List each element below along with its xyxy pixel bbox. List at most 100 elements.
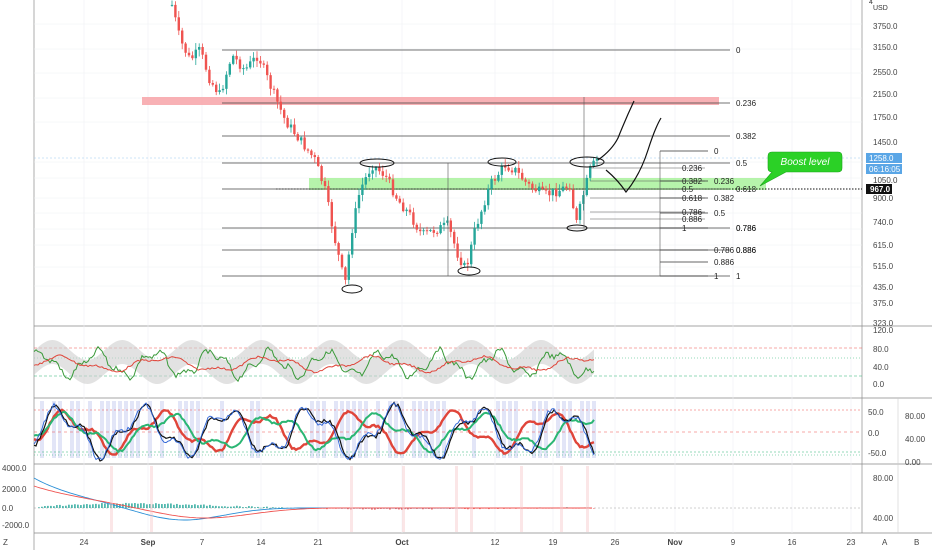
macd-histogram-bar [62,505,64,508]
background-bar [376,401,380,458]
crosshair-price: 967.0 [870,185,891,194]
stoch-rsi-pane [33,340,862,384]
pane2-tick-label: -50.0 [868,449,887,458]
background-bar [250,401,254,458]
background-bar [184,401,188,458]
macd-histogram-bar [233,506,235,508]
macd-histogram-bar [365,508,367,509]
zoom-icon[interactable]: Z [3,538,8,547]
scale-multiplier: 4 [869,0,873,6]
macd-histogram-bar [407,508,409,510]
settings-button[interactable]: B [914,538,919,547]
ellipse-annotation[interactable] [569,156,605,168]
background-bar [190,401,194,458]
ellipse-annotation[interactable] [487,157,517,167]
background-bar [310,401,314,458]
background-bar [52,401,56,458]
candle-body [510,170,514,173]
macd-histogram-bar [119,504,121,508]
macd-histogram-bar [80,505,82,508]
pane3-tick-label: 2000.0 [2,485,27,494]
macd-histogram-bar [263,506,265,508]
candle-body [442,222,446,226]
candle-body [531,183,534,189]
macd-histogram-bar [224,506,226,508]
macd-histogram-bar [59,504,61,508]
rsi-signal-line [33,354,595,374]
macd-histogram-bar [113,503,115,508]
macd-histogram-bar [110,503,112,508]
macd-histogram-bar [101,503,103,508]
candle-body [381,171,384,176]
candle-body [378,167,381,172]
macd-histogram-bar [197,505,199,508]
candle-body [184,43,187,53]
candle-body [398,198,401,203]
fib-small-label: 0.5 [714,209,726,218]
boost-level-callout[interactable]: Boost level [759,151,843,187]
candle-body [463,262,466,266]
price-axis[interactable]: 3750.03150.02550.02150.01750.01450.01050… [2,22,926,530]
candle-body [351,233,354,255]
candle-body [561,186,565,191]
ellipse-annotation[interactable] [359,158,395,168]
resistance-zone[interactable] [142,97,719,105]
price-tick-label: 435.0 [873,283,894,292]
candle-body [313,155,316,158]
projection-curve-1[interactable] [597,100,635,161]
macd-histogram-bar [410,508,412,509]
macd-histogram-bar [155,503,157,508]
candle-body [289,124,293,128]
background-bar [514,401,518,458]
candle-body [453,231,456,244]
macd-histogram-bar [275,507,277,509]
ellipse-annotation[interactable] [457,266,481,276]
fib-label: 0 [736,46,741,55]
fib-small-label: 0.886 [736,246,757,255]
fib-small-label: 0.786 [714,246,735,255]
candle-body [589,166,592,178]
candle-body [487,188,490,206]
time-axis[interactable]: 24 Sep 7 14 21 Oct 12 19 26 Nov 9 16 23 [80,538,856,547]
price-tick-label: 515.0 [873,262,894,271]
macd-histogram-bar [209,504,211,508]
pane1-tick-label: 80.0 [873,345,889,354]
ellipse-annotation[interactable] [566,224,588,232]
time-tick-label: 26 [611,538,620,547]
auto-scale-button[interactable]: A [882,538,888,547]
macd-histogram-bar [212,505,214,508]
fib-label: 0.5 [736,159,748,168]
background-bar [112,401,116,458]
candle-body [582,195,585,204]
macd-histogram-bar [266,506,268,508]
candle-body [232,55,235,64]
ellipse-annotation[interactable] [341,284,363,294]
macd-histogram-bar [50,505,52,508]
fib-small-label: 0.886 [714,258,735,267]
background-bar [196,401,200,458]
macd-histogram-bar [404,508,406,510]
price-tick-label: 1750.0 [873,113,898,122]
macd-histogram-bar [227,506,229,508]
candle-body [466,262,469,265]
macd-histogram-bar [221,506,223,508]
time-tick-label: 16 [788,538,797,547]
candle-body [225,74,228,89]
currency-label: USD [873,5,888,12]
candle-body [238,59,242,69]
candle-body [425,230,429,232]
price-tick-label: 3750.0 [873,22,898,31]
candle-body [595,158,599,161]
background-bar [70,401,74,458]
macd-histogram-bar [236,505,238,508]
macd-histogram-bar [41,506,43,508]
price-tick-label: 323.0 [873,319,894,328]
background-bar [364,401,368,458]
projection-curve-2[interactable] [605,117,662,194]
candle-body [279,101,282,110]
macd-line [33,477,592,521]
candle-body [283,109,286,118]
candle-body [572,189,575,209]
